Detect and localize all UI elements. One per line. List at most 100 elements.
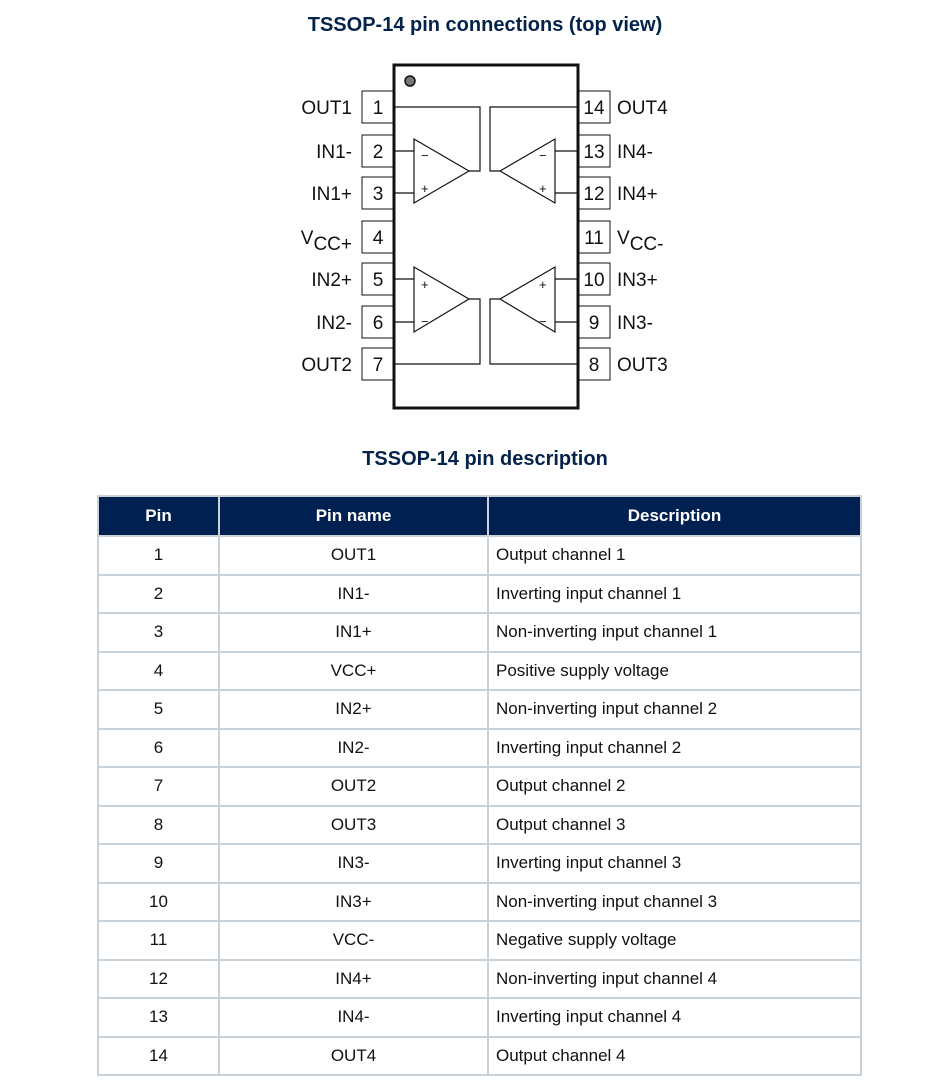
table-row: 3 IN1+ Non-inverting input channel 1	[97, 612, 862, 653]
pin-name-cell: IN4-	[218, 997, 489, 1038]
opamp-1	[413, 137, 471, 205]
table-row: 7 OUT2 Output channel 2	[97, 766, 862, 807]
pin-cell: 3	[97, 612, 220, 653]
pin-number: 6	[373, 313, 384, 334]
pin-name-cell: IN3+	[218, 881, 489, 922]
pin-number: 2	[373, 142, 384, 163]
pin-13: 13 IN4-	[577, 134, 653, 168]
pin-name-cell: OUT3	[218, 804, 489, 845]
description-cell: Output channel 2	[487, 766, 862, 807]
pin-box	[361, 176, 395, 210]
pin-label: IN3+	[617, 270, 658, 291]
description-cell: Inverting input channel 2	[487, 727, 862, 768]
pin-1: 1 OUT1	[301, 90, 395, 124]
description-cell: Inverting input channel 4	[487, 997, 862, 1038]
pin-cell: 14	[97, 1035, 220, 1076]
pin-box	[577, 90, 611, 124]
pin-cell: 10	[97, 881, 220, 922]
svg-text:+: +	[539, 277, 547, 292]
table-row: 11 VCC- Negative supply voltage	[97, 920, 862, 961]
pin-cell: 11	[97, 920, 220, 961]
pin-label: IN4-	[617, 142, 653, 163]
pin-number: 5	[373, 270, 384, 291]
pin-cell: 6	[97, 727, 220, 768]
pin-number: 1	[373, 98, 384, 119]
table-header-row: Pin Pin name Description	[97, 495, 862, 537]
pin-name-cell: IN1+	[218, 612, 489, 653]
header-pin-name: Pin name	[218, 495, 489, 537]
pin-5: 5 IN2+	[311, 262, 395, 296]
svg-text:−: −	[421, 314, 429, 329]
pin-box	[361, 90, 395, 124]
pin-number: 11	[584, 228, 604, 249]
description-cell: Inverting input channel 1	[487, 573, 862, 614]
pin-11: 11 VCC-	[577, 220, 663, 255]
description-cell: Inverting input channel 3	[487, 843, 862, 884]
pin-cell: 13	[97, 997, 220, 1038]
pin-number: 4	[373, 228, 384, 249]
pin-box	[577, 134, 611, 168]
pin-cell: 7	[97, 766, 220, 807]
svg-text:−: −	[539, 148, 547, 163]
pin-number: 9	[589, 313, 600, 334]
pin-number: 3	[373, 184, 384, 205]
pin-label: IN1+	[311, 184, 352, 205]
pin-box	[577, 176, 611, 210]
pin-cell: 5	[97, 689, 220, 730]
pin-box	[361, 347, 395, 381]
description-cell: Non-inverting input channel 2	[487, 689, 862, 730]
pin-box	[577, 347, 611, 381]
table-title: TSSOP-14 pin description	[362, 448, 608, 470]
ic-package-body	[392, 63, 580, 410]
pin-cell: 4	[97, 650, 220, 691]
pin-box	[577, 305, 611, 339]
description-cell: Non-inverting input channel 1	[487, 612, 862, 653]
pin-name-cell: IN4+	[218, 958, 489, 999]
pin-box	[361, 134, 395, 168]
description-cell: Output channel 3	[487, 804, 862, 845]
pin-4: 4 VCC+	[301, 220, 395, 255]
pin-name-cell: OUT2	[218, 766, 489, 807]
pin-name-cell: IN3-	[218, 843, 489, 884]
table-row: 14 OUT4 Output channel 4	[97, 1035, 862, 1076]
pin-cell: 12	[97, 958, 220, 999]
description-cell: Non-inverting input channel 4	[487, 958, 862, 999]
pin-connection-diagram: − + − + + − + − 1 OUT1 2 IN1- 3 IN1+ 4 VCC+ 5 IN2+ 6 IN…	[301, 63, 668, 410]
pin-cell: 9	[97, 843, 220, 884]
pin-number: 7	[373, 355, 384, 376]
pin-name-cell: IN2-	[218, 727, 489, 768]
svg-text:+: +	[421, 277, 429, 292]
pin-label: IN2+	[311, 270, 352, 291]
pin-name-cell: IN1-	[218, 573, 489, 614]
pin-12: 12 IN4+	[577, 176, 658, 210]
description-cell: Output channel 4	[487, 1035, 862, 1076]
svg-text:−: −	[421, 148, 429, 163]
opamp-2	[413, 265, 471, 334]
pin-label: IN1-	[316, 142, 352, 163]
pin-description-table: Pin Pin name Description 1 OUT1 Output cha…	[97, 495, 862, 1076]
pin-3: 3 IN1+	[311, 176, 395, 210]
pin-label: VCC-	[617, 228, 663, 255]
pin-number: 10	[583, 270, 604, 291]
pin-label: OUT1	[301, 98, 352, 119]
header-description: Description	[487, 495, 862, 537]
table-row: 9 IN3- Inverting input channel 3	[97, 843, 862, 884]
pin-number: 14	[583, 98, 605, 119]
pin-label: IN3-	[617, 313, 653, 334]
pin-box	[577, 262, 611, 296]
header-pin: Pin	[97, 495, 220, 537]
table-row: 10 IN3+ Non-inverting input channel 3	[97, 881, 862, 922]
opamp-3	[498, 265, 556, 334]
opamp-4	[498, 137, 556, 205]
pin-name-cell: VCC+	[218, 650, 489, 691]
pin-label: OUT4	[617, 98, 668, 119]
pin-6: 6 IN2-	[316, 305, 395, 339]
svg-text:+: +	[421, 181, 429, 196]
pin-9: 9 IN3-	[577, 305, 653, 339]
svg-text:+: +	[539, 181, 547, 196]
pin-box	[577, 220, 611, 254]
pin-14: 14 OUT4	[577, 90, 668, 124]
pin-2: 2 IN1-	[316, 134, 395, 168]
diagram-title: TSSOP-14 pin connections (top view)	[307, 14, 663, 36]
pin-label: OUT3	[617, 355, 668, 376]
